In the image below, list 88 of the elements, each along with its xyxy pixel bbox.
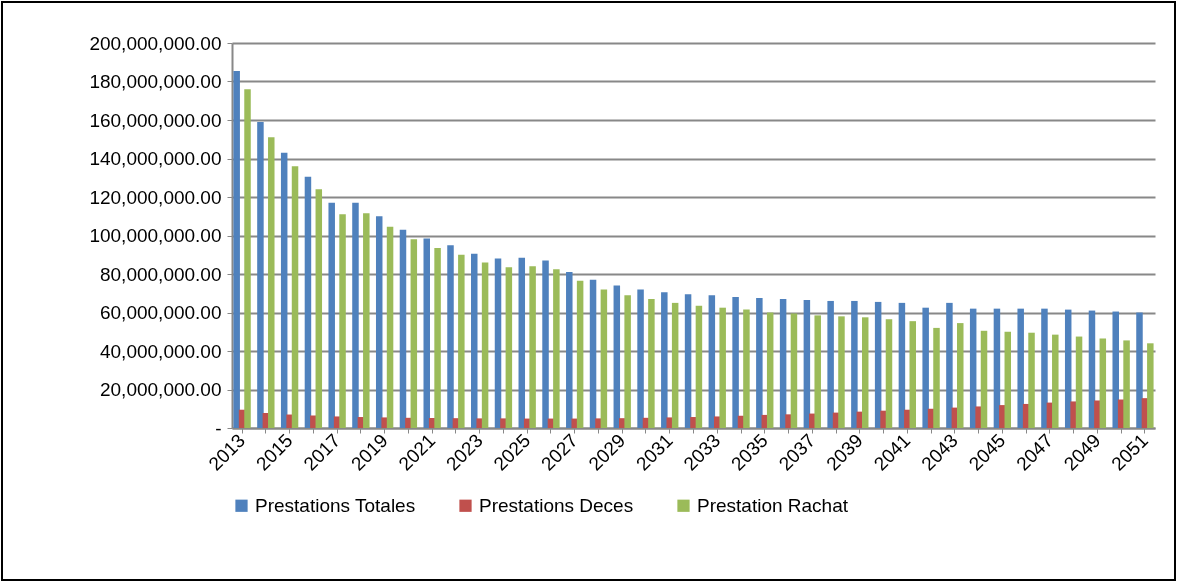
bar xyxy=(1112,311,1119,428)
bar xyxy=(458,254,465,428)
bar xyxy=(304,176,312,428)
y-tick-label: 80,000,000.00 xyxy=(99,263,222,285)
bar xyxy=(661,292,668,428)
bar xyxy=(922,307,929,428)
bar xyxy=(624,295,631,428)
bar xyxy=(743,309,750,428)
bar xyxy=(280,152,288,428)
legend-label: Prestation Rachat xyxy=(697,494,849,516)
bar xyxy=(352,202,359,428)
bar xyxy=(695,305,703,428)
bar xyxy=(566,272,573,428)
bar xyxy=(339,214,346,428)
bar xyxy=(505,267,513,428)
bar xyxy=(637,289,644,428)
bar xyxy=(471,253,478,428)
bar xyxy=(719,307,726,428)
bar xyxy=(386,226,394,428)
bar xyxy=(1136,312,1143,428)
bar xyxy=(1041,308,1048,428)
bar xyxy=(518,257,526,428)
bar xyxy=(874,301,882,428)
bar xyxy=(1099,338,1107,428)
bar xyxy=(423,238,430,428)
bar xyxy=(1052,334,1059,428)
y-tick-label: 140,000,000.00 xyxy=(89,148,222,169)
bar xyxy=(589,279,597,428)
bar xyxy=(732,297,739,428)
bar xyxy=(957,323,964,428)
bar xyxy=(600,289,608,428)
y-tick-label: 60,000,000.00 xyxy=(99,302,222,323)
bar xyxy=(898,302,906,428)
y-tick-label: 40,000,000.00 xyxy=(99,340,222,362)
bar xyxy=(291,166,299,428)
bar xyxy=(1017,308,1024,428)
y-tick-label: 100,000,000.00 xyxy=(89,225,222,246)
bar xyxy=(885,319,893,428)
y-tick-label: 160,000,000.00 xyxy=(89,109,222,131)
bar xyxy=(399,229,407,428)
bar xyxy=(909,321,916,428)
bar xyxy=(790,313,798,428)
bar xyxy=(1028,332,1035,428)
bar xyxy=(861,317,869,428)
bar xyxy=(257,121,264,428)
y-tick-label: 20,000,000.00 xyxy=(99,379,222,400)
y-tick-label: 180,000,000.00 xyxy=(89,71,222,92)
bar xyxy=(766,312,774,428)
legend-label: Prestations Deces xyxy=(479,494,634,516)
bar xyxy=(838,316,845,428)
bar xyxy=(779,299,787,428)
y-tick-label: 200,000,000.00 xyxy=(89,32,222,54)
bar xyxy=(244,89,251,428)
bar xyxy=(447,245,454,428)
bar xyxy=(268,137,275,428)
bar xyxy=(542,260,549,428)
bar xyxy=(1075,336,1083,428)
bar xyxy=(648,299,655,428)
bar xyxy=(933,327,940,428)
bar xyxy=(684,294,692,428)
y-tick-label: - xyxy=(215,417,222,439)
bar xyxy=(375,216,383,428)
bar xyxy=(363,213,370,428)
bar xyxy=(613,285,621,428)
bar xyxy=(576,280,584,428)
bar xyxy=(1123,340,1130,428)
bar xyxy=(946,302,953,428)
bar xyxy=(708,295,716,428)
bar xyxy=(814,315,821,428)
bar xyxy=(315,189,323,428)
bar xyxy=(233,70,240,428)
bar xyxy=(434,248,441,428)
bar xyxy=(851,300,858,428)
bar xyxy=(328,202,335,428)
bar xyxy=(827,300,834,428)
bar xyxy=(803,299,811,428)
bar xyxy=(529,266,536,428)
bar xyxy=(756,298,763,428)
bar xyxy=(980,330,988,428)
bar xyxy=(410,239,418,428)
bar xyxy=(481,262,489,428)
bar xyxy=(494,258,502,428)
y-tick-label: 120,000,000.00 xyxy=(89,186,222,208)
bar xyxy=(1004,331,1012,428)
bar xyxy=(1147,343,1154,428)
bar xyxy=(553,269,560,428)
bar xyxy=(671,302,679,428)
legend-label: Prestations Totales xyxy=(255,494,416,516)
